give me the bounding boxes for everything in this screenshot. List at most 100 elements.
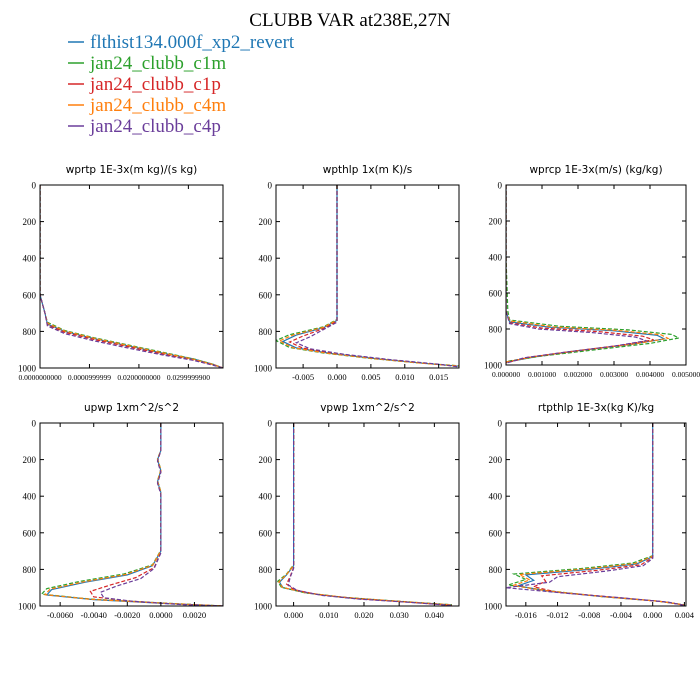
y-tick-label: 600 [489, 528, 503, 538]
x-tick-label: 0.004 [675, 610, 695, 620]
y-tick-label: 600 [23, 528, 37, 538]
x-tick-label: 0.0000999999 [68, 373, 111, 382]
series-line [43, 423, 223, 606]
x-tick-label: 0.030 [390, 610, 409, 620]
x-tick-label: 0.001000 [528, 370, 556, 379]
legend-item: jan24_clubb_c1m [68, 53, 226, 74]
x-tick-label: 0.000000 [492, 370, 520, 379]
y-tick-label: 0 [498, 419, 503, 429]
y-tick-label: 800 [259, 327, 273, 337]
y-tick-label: 400 [23, 492, 37, 502]
legend-item: jan24_clubb_c4p [68, 116, 221, 137]
plot-frame [275, 422, 460, 607]
series-line [288, 185, 459, 368]
x-tick-label: 0.020 [354, 610, 373, 620]
series-line [294, 185, 459, 368]
x-tick-label: -0.004 [610, 610, 633, 620]
series-line [40, 185, 223, 368]
x-tick-label: 0.000 [327, 372, 346, 382]
plot-frame [39, 422, 224, 607]
x-tick-label: 0.0020 [183, 610, 206, 620]
y-tick-label: 0 [498, 181, 503, 191]
x-tick-label: 0.000 [643, 610, 662, 620]
y-tick-label: 600 [489, 289, 503, 299]
y-tick-label: 0 [268, 181, 273, 191]
series-line [45, 423, 223, 606]
y-tick-label: 0 [32, 419, 37, 429]
x-tick-label: 0.0299999900 [167, 373, 210, 382]
y-tick-label: 0 [268, 419, 273, 429]
series-line [278, 423, 453, 606]
chart-panel: wprtp 1E-3x(m kg)/(s kg) 0 200 400 600 800 100… [18, 164, 224, 382]
series-line [285, 423, 453, 606]
x-tick-label: 0.000 [284, 610, 303, 620]
series-line [506, 423, 685, 606]
x-tick-label: -0.008 [578, 610, 600, 620]
series-line [506, 185, 670, 363]
series-line [276, 185, 459, 367]
plot-frame [39, 184, 224, 369]
chart-panel: vpwp 1xm^2/s^2 0 200 400 600 800 1000 0.000 0.01… [254, 402, 460, 620]
y-tick-label: 600 [23, 290, 37, 300]
y-tick-label: 200 [489, 217, 503, 227]
x-tick-label: 0.003000 [600, 370, 628, 379]
y-tick-label: 1000 [484, 602, 503, 612]
x-tick-label: 0.005000 [672, 370, 700, 379]
plot-frame [505, 184, 687, 366]
x-tick-label: 0.005 [361, 372, 380, 382]
chart-panel: wprcp 1E-3x(m/s) (kg/kg) 0 200 400 600 800 100… [484, 164, 700, 379]
series-line [89, 423, 223, 606]
x-tick-label: 0.0000 [149, 610, 172, 620]
y-tick-label: 200 [23, 217, 37, 227]
y-tick-label: 600 [259, 528, 273, 538]
plot-frame [505, 422, 687, 607]
x-tick-label: 0.002000 [564, 370, 592, 379]
y-tick-label: 800 [23, 565, 37, 575]
x-tick-label: 0.004000 [636, 370, 664, 379]
chart-panel: upwp 1xm^2/s^2 0 200 400 600 800 1000 -0.0060 -0… [18, 402, 224, 620]
series-line [506, 185, 647, 364]
legend-label: flthist134.000f_xp2_revert [90, 32, 295, 53]
panel-title: upwp 1xm^2/s^2 [84, 402, 179, 414]
series-line [40, 185, 223, 368]
series-line [287, 423, 453, 606]
series-line [276, 423, 452, 606]
y-tick-label: 400 [259, 254, 273, 264]
chart-panel: wpthlp 1x(m K)/s 0 200 400 600 800 1000 -0.005 0… [254, 164, 460, 382]
y-tick-label: 800 [489, 565, 503, 575]
y-tick-label: 1000 [484, 361, 503, 371]
legend-label: jan24_clubb_c1m [89, 53, 226, 74]
series-line [277, 185, 459, 367]
legend-item: flthist134.000f_xp2_revert [68, 32, 295, 53]
series-line [40, 185, 223, 368]
series-line [506, 185, 681, 362]
y-tick-label: 600 [259, 290, 273, 300]
legend-item: jan24_clubb_c4m [68, 95, 226, 116]
x-tick-label: -0.0020 [114, 610, 140, 620]
legend-label: jan24_clubb_c1p [89, 74, 221, 95]
y-tick-label: 400 [489, 253, 503, 263]
series-line [278, 423, 453, 606]
series-line [99, 423, 223, 606]
legend: flthist134.000f_xp2_revertjan24_clubb_c1… [68, 32, 295, 137]
panel-title: wprcp 1E-3x(m/s) (kg/kg) [529, 164, 662, 176]
x-tick-label: -0.0040 [81, 610, 107, 620]
y-tick-label: 1000 [18, 602, 37, 612]
y-tick-label: 400 [489, 492, 503, 502]
legend-label: jan24_clubb_c4p [89, 116, 221, 137]
y-tick-label: 1000 [254, 364, 273, 374]
series-line [40, 185, 223, 368]
panel-title: rtpthlp 1E-3x(kg K)/kg [538, 402, 654, 414]
y-tick-label: 0 [32, 181, 37, 191]
y-tick-label: 400 [259, 492, 273, 502]
chart-panel: rtpthlp 1E-3x(kg K)/kg 0 200 400 600 800 1000 -… [484, 402, 695, 620]
x-tick-label: 0.010 [395, 372, 414, 382]
panels: wprtp 1E-3x(m kg)/(s kg) 0 200 400 600 800 100… [18, 164, 700, 620]
y-tick-label: 800 [489, 325, 503, 335]
x-tick-label: 0.040 [425, 610, 444, 620]
series-line [512, 423, 685, 606]
y-tick-label: 800 [23, 327, 37, 337]
panel-title: vpwp 1xm^2/s^2 [320, 402, 415, 414]
figure-title: CLUBB VAR at238E,27N [249, 10, 451, 31]
